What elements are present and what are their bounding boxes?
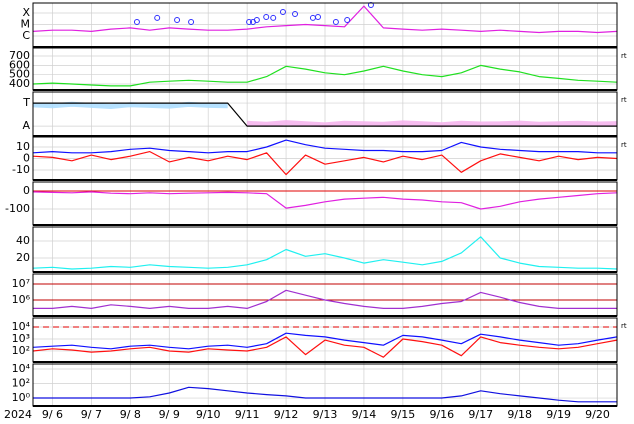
series-line (33, 386, 617, 403)
y-tick-label: 10 (16, 140, 30, 153)
x-tick-label: 9/15 (391, 408, 416, 421)
flare-marker (263, 14, 270, 21)
panel (33, 5, 617, 37)
y-tick-label: 0 (23, 152, 30, 165)
y-tick-label: 10⁶ (12, 293, 31, 306)
panel-note: rt (621, 52, 627, 60)
flare-marker (154, 14, 161, 21)
series-line (33, 236, 617, 270)
x-tick-label: 9/17 (468, 408, 493, 421)
panel-note: rt (621, 141, 627, 149)
y-tick-label: 10³ (12, 332, 30, 345)
y-tick-label: 10⁴ (12, 320, 31, 333)
panel-note: rt (621, 96, 627, 104)
flare-marker (188, 18, 195, 25)
panel (33, 368, 617, 403)
x-tick-label: 9/10 (196, 408, 221, 421)
panel (33, 139, 617, 176)
panel (33, 236, 617, 270)
y-tick-label: M (21, 17, 31, 30)
flare-marker (292, 11, 299, 18)
x-tick-label: 9/14 (352, 408, 377, 421)
x-tick-label: 9/ 6 (42, 408, 63, 421)
y-tick-label: 10² (12, 344, 30, 357)
flare-marker (309, 14, 316, 21)
y-tick-label: 20 (16, 251, 30, 264)
y-tick-label: 500 (9, 68, 30, 81)
y-tick-label: X (22, 6, 30, 19)
x-tick-label: 9/13 (313, 408, 338, 421)
x-tick-label: 9/16 (429, 408, 454, 421)
x-tick-label: 9/ 9 (159, 408, 180, 421)
flare-marker (367, 1, 374, 8)
series-line (33, 64, 617, 87)
y-tick-label: 40 (16, 234, 30, 247)
x-tick-label: 9/19 (546, 408, 571, 421)
year-label: 2024 (4, 408, 32, 421)
y-tick-label: -10 (12, 163, 30, 176)
panel (33, 190, 617, 210)
x-tick-label: 9/ 7 (81, 408, 102, 421)
x-tick-label: 9/18 (507, 408, 532, 421)
panel (33, 101, 617, 128)
x-tick-label: 9/12 (274, 408, 299, 421)
y-tick-label: C (22, 29, 30, 42)
y-tick-label: 600 (9, 58, 30, 71)
x-tick-label: 9/ 8 (120, 408, 141, 421)
y-tick-label: 10² (12, 377, 30, 390)
flare-marker (133, 18, 140, 25)
series-line (33, 191, 617, 210)
panel-note: rt (621, 322, 627, 330)
flare-marker (332, 18, 339, 25)
series-line (33, 289, 617, 309)
y-tick-label: 700 (9, 49, 30, 62)
flare-marker (253, 17, 260, 24)
series-line (33, 102, 617, 127)
y-tick-label: 10⁴ (12, 362, 31, 375)
scatter-band (33, 101, 228, 109)
y-tick-label: 400 (9, 77, 30, 90)
flare-marker (279, 8, 286, 15)
series-line (33, 336, 617, 358)
y-tick-label: 10⁷ (12, 277, 30, 290)
series-line (33, 332, 617, 350)
y-tick-label: 10⁰ (12, 391, 31, 404)
series-line (33, 5, 617, 34)
y-tick-label: 0 (23, 184, 30, 197)
scatter-band (246, 120, 617, 128)
flare-marker (246, 18, 253, 25)
flare-marker (270, 14, 277, 21)
panel (33, 326, 617, 358)
y-tick-label: -100 (5, 202, 30, 215)
y-tick-label: A (22, 119, 30, 132)
flare-marker (344, 17, 351, 24)
y-tick-label: T (22, 96, 30, 109)
flare-marker (314, 14, 321, 21)
flare-marker (174, 17, 181, 24)
x-tick-label: 9/20 (585, 408, 610, 421)
x-tick-label: 9/11 (235, 408, 260, 421)
panel (33, 283, 617, 309)
series-line (33, 151, 617, 176)
series-line (33, 139, 617, 154)
panel (33, 55, 617, 87)
